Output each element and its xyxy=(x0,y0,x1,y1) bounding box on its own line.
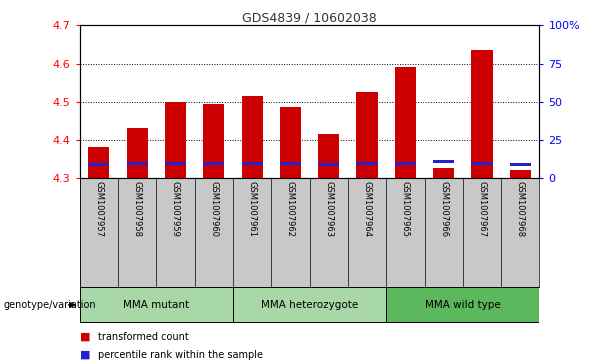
Text: percentile rank within the sample: percentile rank within the sample xyxy=(98,350,263,360)
Bar xyxy=(395,162,416,165)
Text: MMA heterozygote: MMA heterozygote xyxy=(261,300,358,310)
Bar xyxy=(357,162,378,165)
Text: ■: ■ xyxy=(80,350,90,360)
Text: GSM1007957: GSM1007957 xyxy=(94,181,104,237)
Bar xyxy=(80,287,233,322)
Bar xyxy=(165,162,186,165)
Bar xyxy=(510,170,531,178)
Text: GSM1007966: GSM1007966 xyxy=(439,181,448,237)
Bar xyxy=(318,163,339,166)
Text: GSM1007968: GSM1007968 xyxy=(516,181,525,237)
Bar xyxy=(165,102,186,178)
Text: transformed count: transformed count xyxy=(98,332,189,342)
Bar xyxy=(280,107,301,178)
Bar xyxy=(318,134,339,178)
Bar xyxy=(127,162,148,165)
Text: GSM1007965: GSM1007965 xyxy=(401,181,410,237)
Bar xyxy=(395,68,416,178)
Text: ■: ■ xyxy=(80,332,90,342)
Text: GSM1007963: GSM1007963 xyxy=(324,181,333,237)
Title: GDS4839 / 10602038: GDS4839 / 10602038 xyxy=(242,11,377,24)
Bar xyxy=(471,162,492,165)
Text: GSM1007958: GSM1007958 xyxy=(132,181,142,237)
Bar xyxy=(433,160,454,163)
Bar xyxy=(386,287,539,322)
Bar xyxy=(280,162,301,165)
Text: GSM1007964: GSM1007964 xyxy=(362,181,371,237)
Bar xyxy=(242,96,262,178)
Bar xyxy=(357,92,378,178)
Text: GSM1007967: GSM1007967 xyxy=(478,181,487,237)
Bar xyxy=(204,103,224,178)
Text: GSM1007961: GSM1007961 xyxy=(248,181,257,237)
Bar xyxy=(233,287,386,322)
Text: MMA wild type: MMA wild type xyxy=(425,300,501,310)
Bar xyxy=(204,162,224,165)
Text: genotype/variation: genotype/variation xyxy=(3,300,96,310)
Bar xyxy=(510,163,531,166)
Bar xyxy=(471,50,492,178)
Text: GSM1007962: GSM1007962 xyxy=(286,181,295,237)
Bar xyxy=(242,162,262,165)
Text: GSM1007960: GSM1007960 xyxy=(209,181,218,237)
Text: GSM1007959: GSM1007959 xyxy=(171,181,180,237)
Bar xyxy=(88,147,109,178)
Bar xyxy=(433,168,454,178)
Bar xyxy=(127,128,148,178)
Bar xyxy=(88,163,109,166)
Text: MMA mutant: MMA mutant xyxy=(123,300,189,310)
